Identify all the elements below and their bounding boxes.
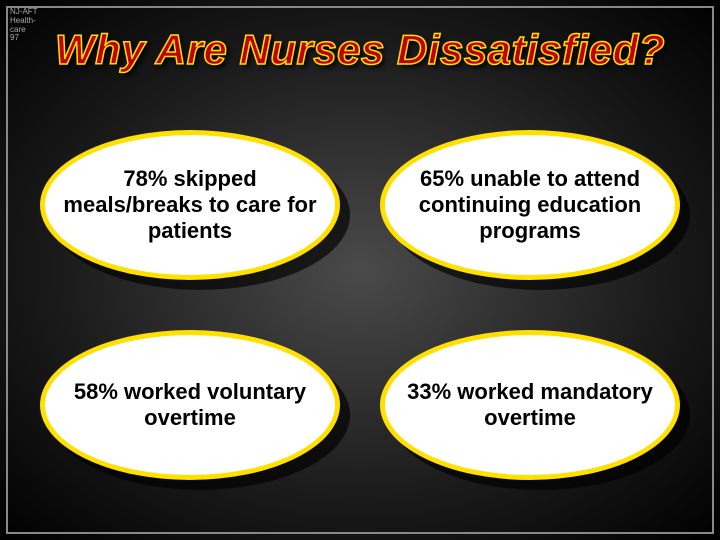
stat-text: 33% worked mandatory overtime [403,379,657,431]
stat-bubble-voluntary-ot: 58% worked voluntary overtime [40,330,340,480]
stat-text: 78% skipped meals/breaks to care for pat… [63,166,317,244]
ellipse-face: 78% skipped meals/breaks to care for pat… [45,135,335,275]
stats-grid: 78% skipped meals/breaks to care for pat… [0,120,720,520]
ellipse-face: 58% worked voluntary overtime [45,335,335,475]
corner-tag: NJ-AFTHealth-care 97 [10,8,38,43]
ellipse-face: 33% worked mandatory overtime [385,335,675,475]
slide-title: Why Are Nurses Dissatisfied? [0,26,720,74]
title-container: Why Are Nurses Dissatisfied? [0,0,720,74]
stat-text: 58% worked voluntary overtime [63,379,317,431]
stat-bubble-continuing-ed: 65% unable to attend continuing educatio… [380,130,680,280]
stat-bubble-skipped-meals: 78% skipped meals/breaks to care for pat… [40,130,340,280]
stat-text: 65% unable to attend continuing educatio… [403,166,657,244]
ellipse-face: 65% unable to attend continuing educatio… [385,135,675,275]
stat-bubble-mandatory-ot: 33% worked mandatory overtime [380,330,680,480]
